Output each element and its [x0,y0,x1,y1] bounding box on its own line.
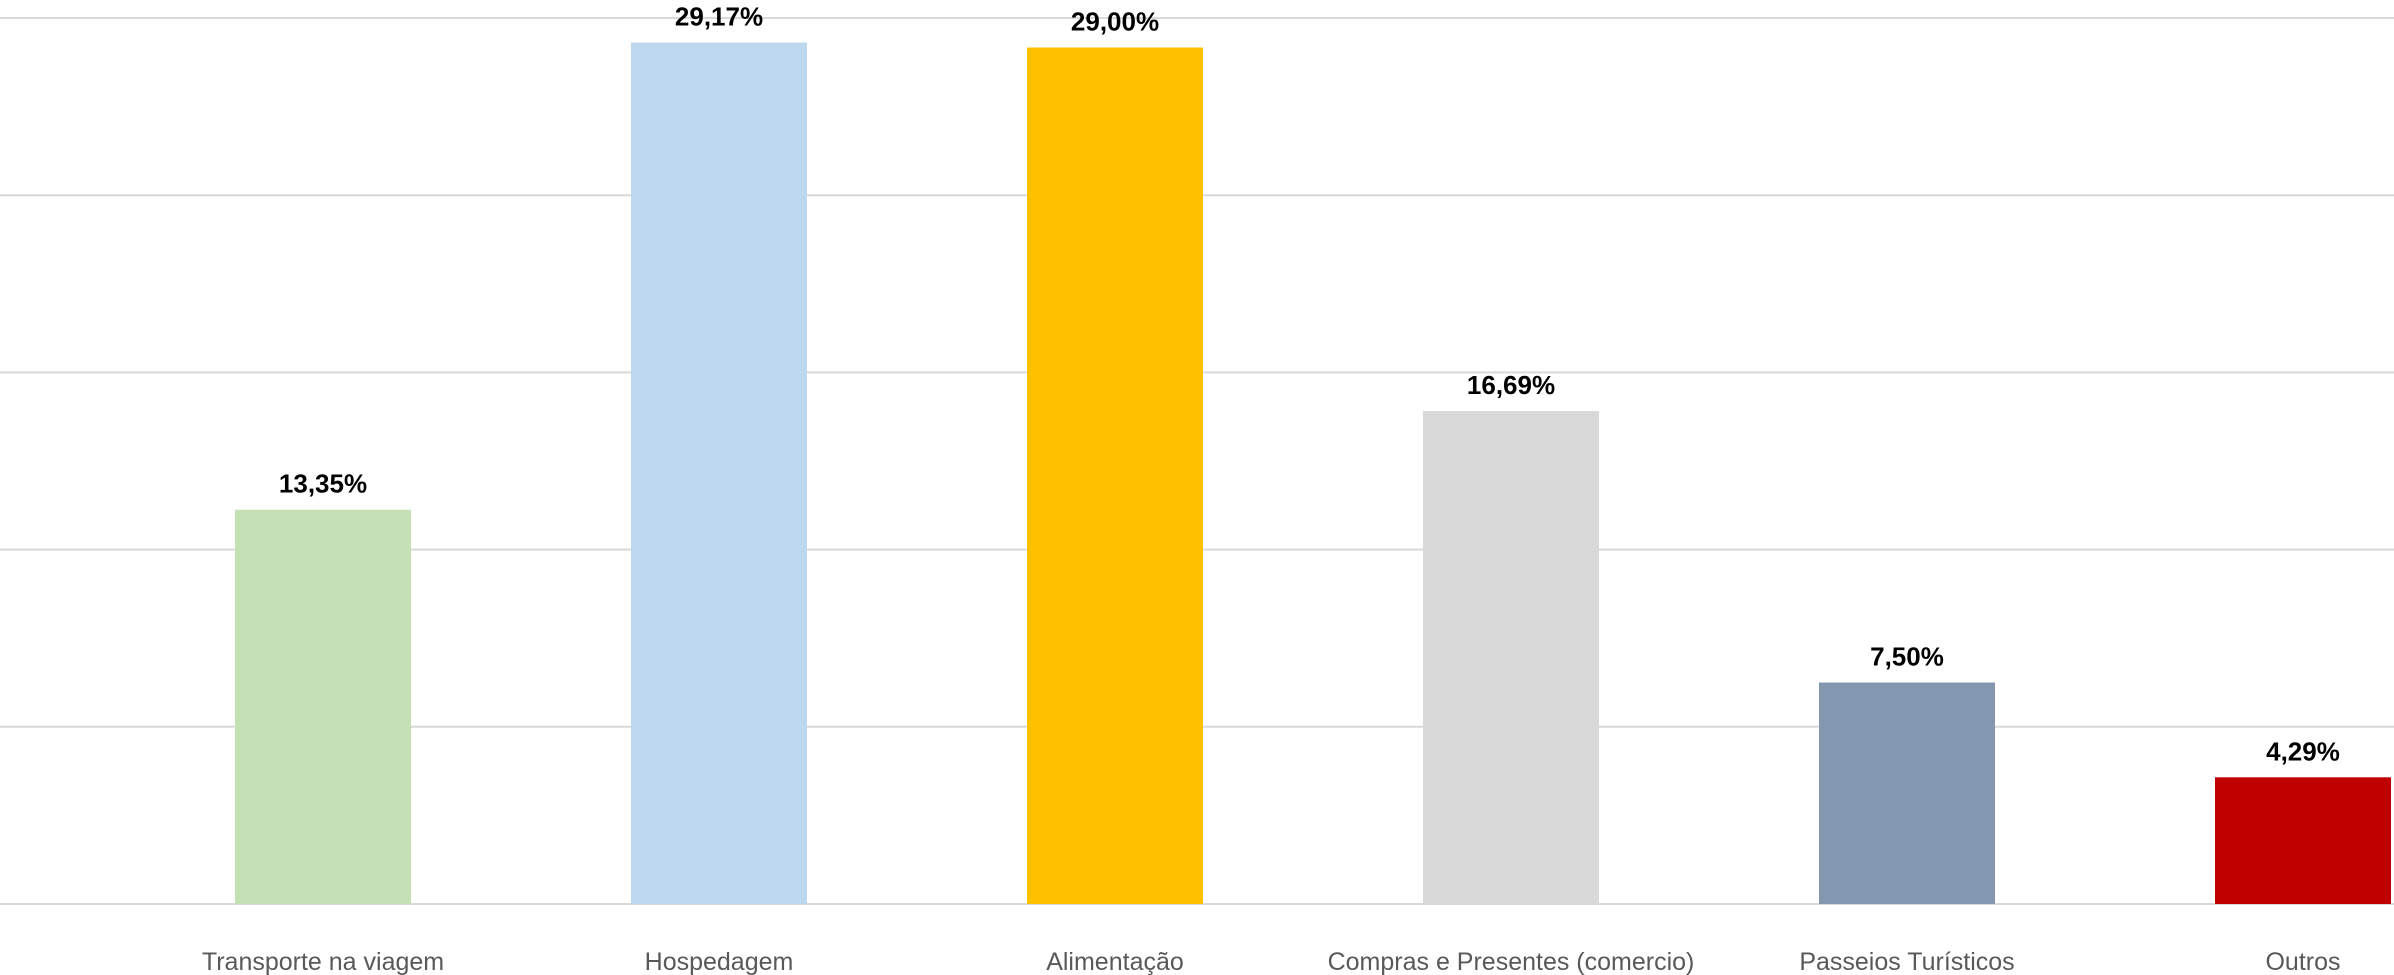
data-label: 16,69% [1467,370,1555,400]
bar [235,509,411,904]
bar [1027,47,1203,905]
data-label: 29,17% [675,2,763,32]
data-label: 13,35% [279,469,367,499]
bar [631,42,807,904]
data-label: 4,29% [2266,736,2340,766]
bars [235,42,2391,905]
x-tick-label: Outros [2265,948,2340,975]
bar [1423,411,1599,904]
data-labels: 13,35% 29,17% 29,00% 16,69% 7,50% 4,29% [279,2,2340,767]
bar [1819,682,1995,904]
x-tick-label: Alimentação [1046,948,1184,975]
data-label: 29,00% [1071,7,1159,37]
bar [2215,777,2391,904]
x-tick-label: Passeios Turísticos [1799,948,2014,975]
x-axis-tick-labels: Transporte na viagem Hospedagem Alimentaçã… [202,948,2341,975]
x-tick-label: Hospedagem [645,948,794,975]
data-label: 7,50% [1870,642,1944,672]
x-tick-label: Transporte na viagem [202,948,444,975]
x-tick-label: Compras e Presentes (comercio) [1328,948,1695,975]
